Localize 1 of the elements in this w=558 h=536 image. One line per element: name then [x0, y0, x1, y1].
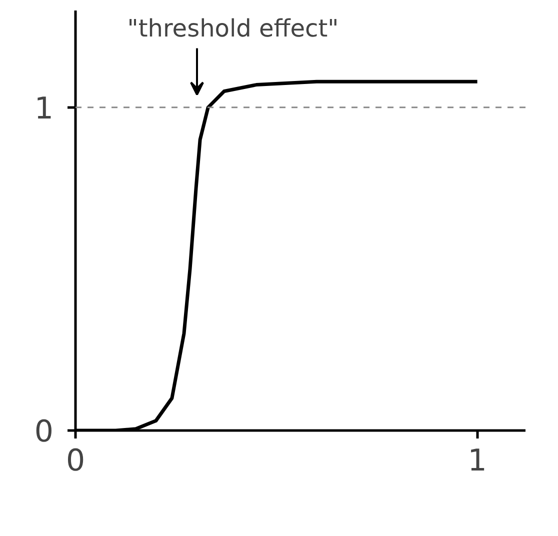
annotation: "threshold effect" — [127, 14, 339, 43]
